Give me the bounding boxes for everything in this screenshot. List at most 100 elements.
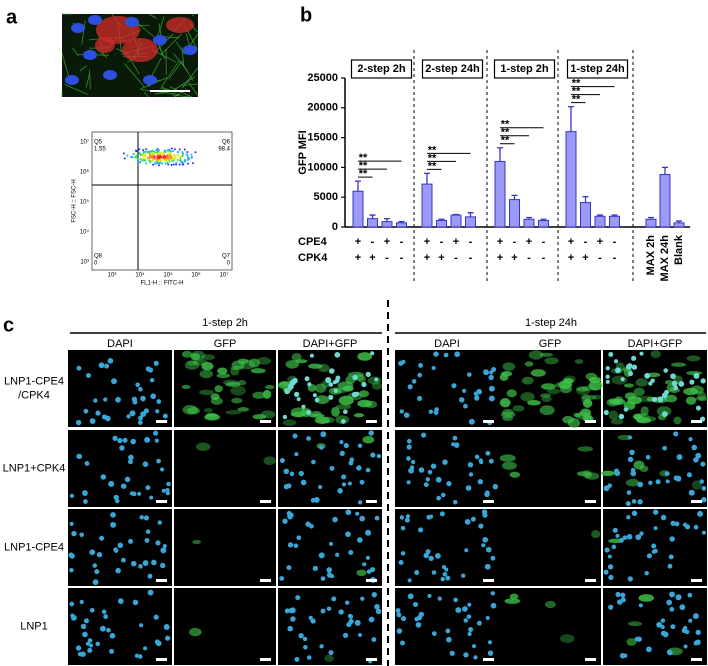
- event: [122, 152, 125, 155]
- nucleus: [376, 453, 382, 459]
- event: [176, 153, 179, 156]
- nucleus: [620, 592, 626, 598]
- nucleus: [673, 385, 679, 391]
- nucleus: [470, 516, 476, 522]
- nucleus: [153, 35, 167, 45]
- micrograph: [174, 509, 276, 586]
- nucleus: [134, 653, 140, 658]
- gfp-cell: [225, 382, 241, 387]
- gfp-cell: [509, 593, 519, 600]
- scale-bar: [260, 579, 271, 582]
- nucleus: [472, 644, 477, 649]
- gfp-cell: [691, 480, 702, 490]
- gfp-cell: [581, 394, 591, 405]
- nucleus: [485, 616, 490, 621]
- nucleus: [414, 616, 419, 622]
- nucleus: [85, 641, 90, 646]
- nucleus: [627, 435, 632, 440]
- nucleus: [679, 604, 686, 611]
- micrograph: [174, 350, 276, 427]
- nucleus: [406, 444, 412, 450]
- nucleus: [692, 613, 699, 620]
- event: [178, 156, 181, 159]
- gfp-cell: [263, 456, 276, 465]
- image-background: [499, 430, 601, 507]
- event: [147, 156, 150, 159]
- nucleus: [357, 443, 363, 448]
- nucleus: [120, 483, 127, 489]
- nucleus: [92, 563, 98, 568]
- fiber: [61, 53, 70, 78]
- group-box: [493, 59, 556, 79]
- micrograph: [278, 430, 382, 507]
- nucleus: [625, 501, 631, 507]
- condition-sign: +: [582, 252, 588, 264]
- nucleus: [325, 377, 332, 384]
- panel-label: b: [300, 4, 312, 26]
- error-bar: [467, 212, 474, 217]
- event: [131, 156, 134, 159]
- nucleus: [335, 552, 340, 557]
- event: [175, 161, 178, 164]
- event: [141, 155, 144, 158]
- gfp-cell: [502, 415, 514, 421]
- event: [157, 164, 160, 167]
- event: [167, 151, 170, 154]
- y-tick-label: 25000: [307, 72, 338, 84]
- gfp-cell: [214, 385, 223, 393]
- nucleus: [608, 574, 614, 580]
- significance-label: **: [428, 152, 437, 164]
- nucleus: [454, 351, 461, 358]
- gfp-cell: [633, 460, 645, 470]
- scale-bar: [260, 500, 271, 503]
- actin: [122, 38, 158, 62]
- nucleus: [666, 599, 673, 606]
- scale-bar: [156, 420, 167, 423]
- gfp-cell: [685, 396, 697, 405]
- event: [179, 159, 182, 162]
- error-bar: [582, 195, 589, 203]
- nucleus: [110, 521, 117, 528]
- nucleus: [113, 494, 119, 501]
- nucleus: [434, 407, 439, 412]
- nucleus: [92, 579, 99, 586]
- nucleus: [69, 553, 75, 559]
- nucleus: [371, 591, 378, 598]
- scale-bar: [156, 579, 167, 582]
- nucleus: [326, 606, 332, 611]
- micrograph: [499, 430, 601, 507]
- nucleus: [638, 603, 643, 608]
- quadrant-value: 0: [94, 261, 98, 267]
- flow-x-tick: 10³: [108, 273, 117, 279]
- gfp-cell: [541, 383, 556, 390]
- nucleus: [347, 481, 352, 486]
- event: [151, 159, 154, 162]
- nucleus: [414, 570, 420, 575]
- fiber: [175, 41, 186, 55]
- nucleus: [427, 593, 432, 598]
- gfp-cell: [204, 413, 221, 421]
- gfp-cell: [636, 418, 652, 424]
- nucleus: [437, 596, 442, 601]
- scale-bar: [156, 500, 167, 503]
- gfp-cell: [623, 383, 634, 388]
- fiber: [123, 62, 145, 88]
- nucleus: [365, 529, 372, 536]
- gfp-cell: [210, 397, 223, 405]
- significance-label: **: [501, 135, 510, 147]
- bar: [509, 199, 520, 228]
- gfp-cell: [188, 627, 202, 637]
- gfp-cell: [307, 363, 323, 369]
- event: [174, 157, 177, 160]
- condition-sign: -: [440, 236, 444, 248]
- gfp-cell: [237, 407, 250, 412]
- nucleus: [465, 485, 472, 491]
- nucleus: [183, 45, 197, 55]
- nucleus: [627, 456, 634, 463]
- nucleus: [145, 485, 151, 491]
- nucleus: [412, 601, 419, 608]
- bar: [609, 215, 620, 228]
- nucleus: [435, 476, 442, 483]
- nucleus: [449, 650, 455, 656]
- nucleus: [345, 600, 350, 605]
